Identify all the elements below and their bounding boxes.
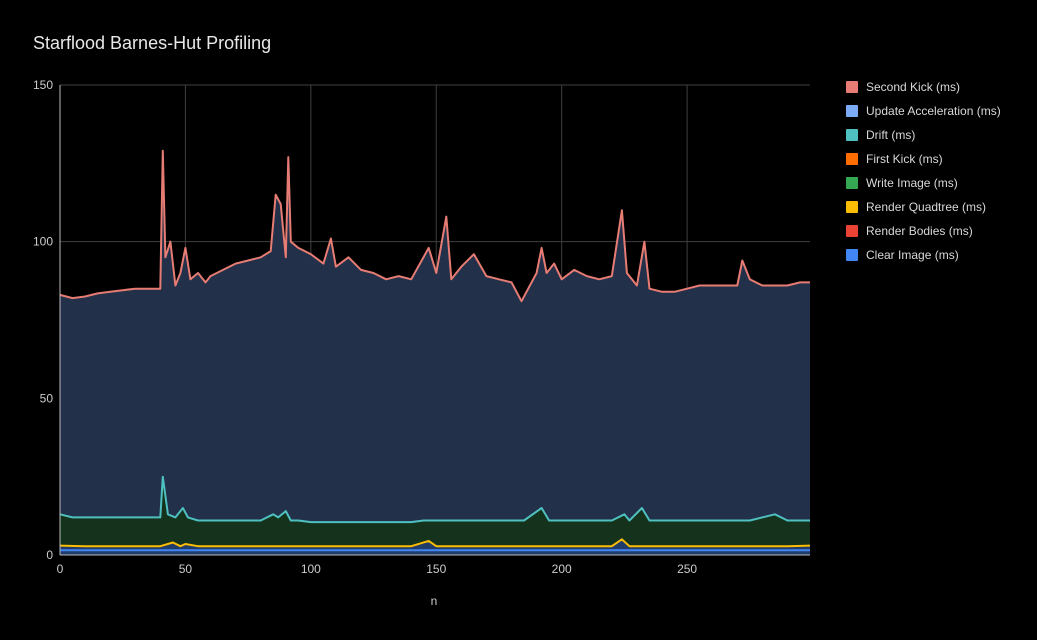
series-lines bbox=[59, 149, 811, 552]
legend-item: Render Quadtree (ms) bbox=[846, 195, 1001, 219]
legend-label: Second Kick (ms) bbox=[866, 80, 961, 94]
legend-label: Write Image (ms) bbox=[866, 176, 958, 190]
legend-swatch bbox=[846, 81, 858, 93]
line-second-kick-ms- bbox=[59, 149, 810, 303]
legend-swatch bbox=[846, 177, 858, 189]
y-tick-label: 50 bbox=[40, 391, 54, 405]
y-tick-label: 0 bbox=[46, 548, 53, 562]
axes bbox=[59, 85, 810, 556]
tick-labels: 0 50 100 150 0 50 100 150 200 250 bbox=[33, 78, 697, 576]
x-tick-label: 150 bbox=[426, 562, 446, 576]
legend-label: Render Bodies (ms) bbox=[866, 224, 973, 238]
series-areas bbox=[60, 150, 810, 556]
legend-swatch bbox=[846, 153, 858, 165]
y-tick-label: 100 bbox=[33, 235, 53, 249]
legend-item: Write Image (ms) bbox=[846, 171, 1001, 195]
x-tick-label: 0 bbox=[57, 562, 64, 576]
legend-item: Render Bodies (ms) bbox=[846, 219, 1001, 243]
x-tick-label: 50 bbox=[179, 562, 193, 576]
legend-swatch bbox=[846, 201, 858, 213]
legend-swatch bbox=[846, 249, 858, 261]
x-tick-label: 250 bbox=[677, 562, 697, 576]
legend-label: Render Quadtree (ms) bbox=[866, 200, 987, 214]
area-drift-ms- bbox=[60, 476, 810, 555]
legend-label: Update Acceleration (ms) bbox=[866, 104, 1001, 118]
legend-label: First Kick (ms) bbox=[866, 152, 943, 166]
legend-item: First Kick (ms) bbox=[846, 147, 1001, 171]
chart-title: Starflood Barnes-Hut Profiling bbox=[33, 33, 272, 53]
x-tick-label: 100 bbox=[301, 562, 321, 576]
area-second-kick-ms- bbox=[60, 150, 810, 556]
legend-label: Clear Image (ms) bbox=[866, 248, 959, 262]
legend-item: Update Acceleration (ms) bbox=[846, 99, 1001, 123]
line-drift-ms- bbox=[59, 475, 810, 524]
legend-swatch bbox=[846, 105, 858, 117]
legend-item: Drift (ms) bbox=[846, 123, 1001, 147]
x-axis-label: n bbox=[431, 594, 438, 608]
legend-label: Drift (ms) bbox=[866, 128, 916, 142]
legend-swatch bbox=[846, 225, 858, 237]
y-tick-label: 150 bbox=[33, 78, 53, 92]
line-render-quadtree-ms- bbox=[59, 538, 811, 548]
legend: Second Kick (ms) Update Acceleration (ms)… bbox=[846, 75, 1001, 267]
legend-swatch bbox=[846, 129, 858, 141]
x-tick-label: 200 bbox=[552, 562, 572, 576]
legend-item: Clear Image (ms) bbox=[846, 243, 1001, 267]
legend-item: Second Kick (ms) bbox=[846, 75, 1001, 99]
